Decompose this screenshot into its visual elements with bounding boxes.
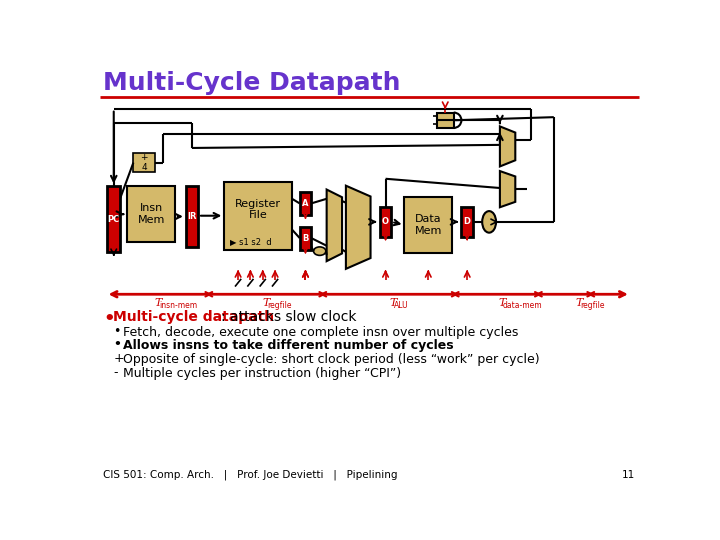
Text: Opposite of single-cycle: short clock period (less “work” per cycle): Opposite of single-cycle: short clock pe… bbox=[122, 353, 539, 366]
Text: data-mem: data-mem bbox=[503, 301, 543, 310]
Text: CIS 501: Comp. Arch.   |   Prof. Joe Devietti   |   Pipelining: CIS 501: Comp. Arch. | Prof. Joe Deviett… bbox=[102, 470, 397, 480]
Text: •: • bbox=[113, 325, 121, 338]
Text: D: D bbox=[464, 218, 471, 226]
Text: T: T bbox=[263, 298, 270, 308]
Polygon shape bbox=[500, 171, 516, 207]
Text: : attacks slow clock: : attacks slow clock bbox=[221, 310, 356, 325]
Ellipse shape bbox=[314, 247, 326, 255]
Text: Multi-Cycle Datapath: Multi-Cycle Datapath bbox=[102, 71, 400, 95]
Text: O: O bbox=[382, 218, 389, 226]
Text: Data
Mem: Data Mem bbox=[415, 214, 442, 236]
Text: PC: PC bbox=[107, 215, 120, 224]
Text: Fetch, decode, execute one complete insn over multiple cycles: Fetch, decode, execute one complete insn… bbox=[122, 326, 518, 339]
Text: ▶ s1 s2  d: ▶ s1 s2 d bbox=[230, 237, 271, 246]
Bar bbox=[437, 112, 454, 128]
Bar bbox=[186, 186, 198, 247]
Bar bbox=[379, 207, 392, 237]
Text: A: A bbox=[302, 199, 309, 208]
Text: Multi-cycle datapath: Multi-cycle datapath bbox=[113, 310, 274, 325]
Polygon shape bbox=[500, 126, 516, 166]
Bar bbox=[133, 153, 155, 172]
Bar bbox=[405, 197, 452, 253]
Text: Allows insns to take different number of cycles: Allows insns to take different number of… bbox=[122, 339, 453, 352]
Text: •: • bbox=[104, 309, 115, 328]
Text: insn-mem: insn-mem bbox=[160, 301, 198, 310]
Ellipse shape bbox=[482, 211, 496, 233]
Text: •: • bbox=[113, 338, 121, 351]
Text: T: T bbox=[498, 298, 505, 308]
Bar bbox=[300, 226, 311, 249]
Text: +: + bbox=[113, 352, 124, 365]
Bar bbox=[462, 207, 473, 237]
Text: ALU: ALU bbox=[395, 301, 409, 310]
Text: T: T bbox=[155, 298, 162, 308]
Text: Insn
Mem: Insn Mem bbox=[138, 204, 165, 225]
Bar bbox=[127, 186, 175, 242]
Text: Multiple cycles per instruction (higher “CPI”): Multiple cycles per instruction (higher … bbox=[122, 367, 401, 380]
Text: regfile: regfile bbox=[267, 301, 292, 310]
Text: IR: IR bbox=[187, 212, 197, 221]
Text: T: T bbox=[390, 298, 397, 308]
Text: T: T bbox=[575, 298, 582, 308]
Text: regfile: regfile bbox=[580, 301, 605, 310]
Bar bbox=[224, 182, 292, 249]
Bar bbox=[300, 192, 311, 215]
Text: +
4: + 4 bbox=[140, 153, 148, 172]
Text: 11: 11 bbox=[622, 470, 636, 480]
Polygon shape bbox=[327, 190, 342, 261]
Text: -: - bbox=[113, 366, 118, 379]
Polygon shape bbox=[346, 186, 371, 269]
Bar bbox=[107, 186, 120, 252]
Text: Register
File: Register File bbox=[235, 199, 281, 220]
Text: B: B bbox=[302, 233, 309, 242]
